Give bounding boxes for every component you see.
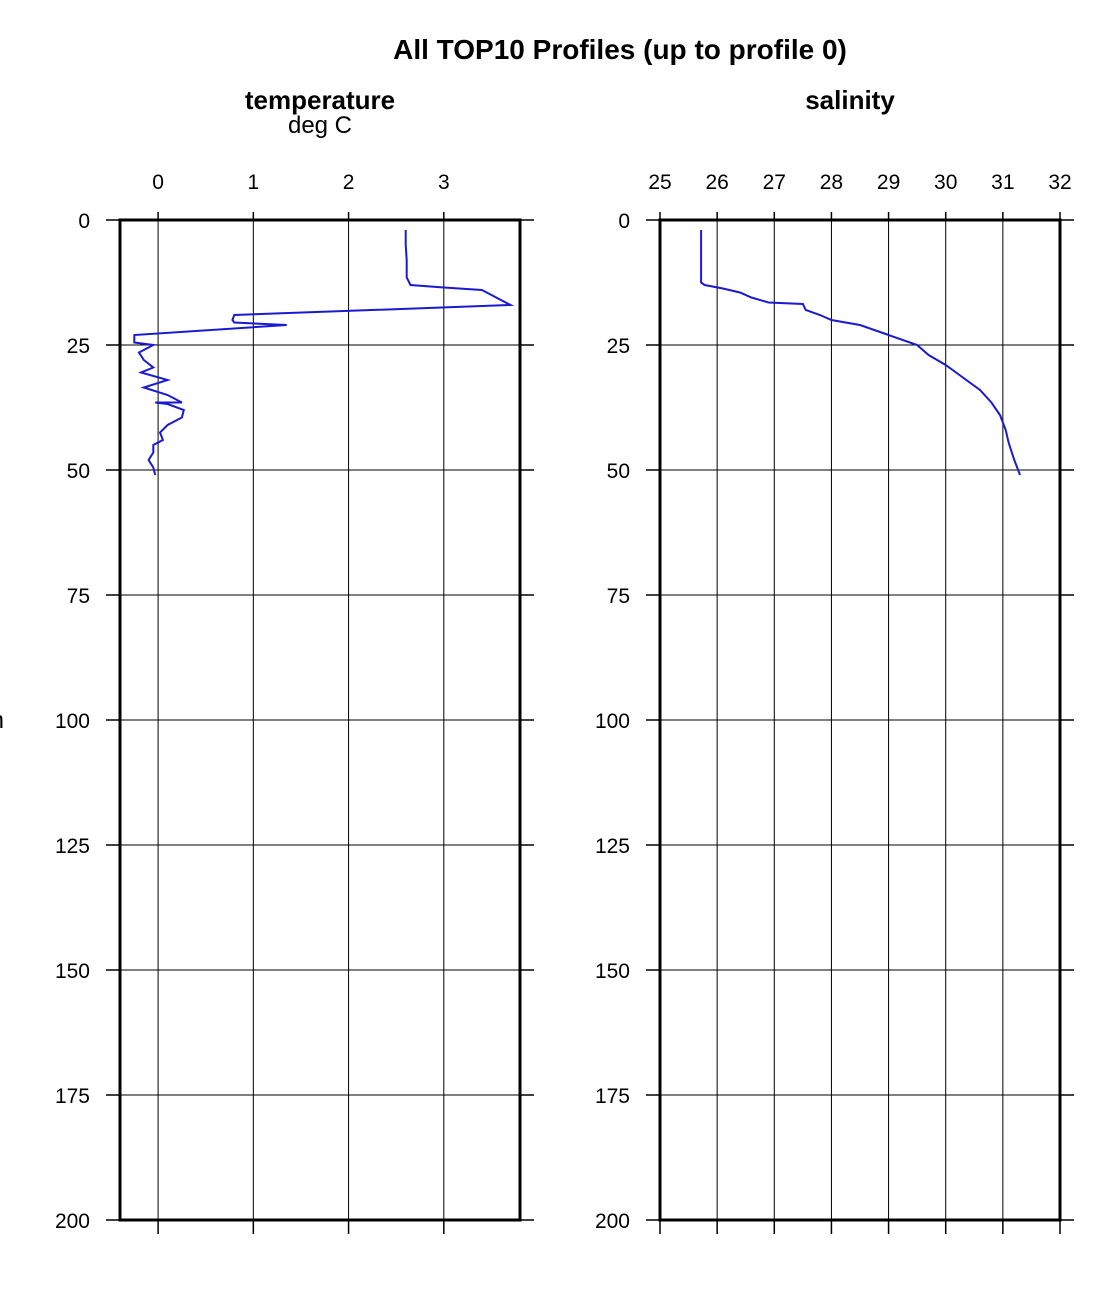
y-tick-label: 75 (607, 585, 630, 608)
x-tick-label: 28 (820, 171, 843, 194)
y-tick-label: 50 (67, 460, 90, 483)
y-tick-label: 200 (55, 1210, 90, 1233)
x-tick-label: 31 (991, 171, 1014, 194)
salinity-y-tick-labels: 0 25 50 75 100 125 150 175 200 (595, 210, 630, 1233)
temperature-y-tick-labels: 0 25 50 75 100 125 150 175 200 (55, 210, 90, 1233)
y-tick-label: 150 (55, 960, 90, 983)
temperature-plot-frame (118, 218, 522, 1222)
y-tick-label: 175 (595, 1085, 630, 1108)
x-tick-label: 3 (438, 171, 450, 194)
salinity-plot-frame (658, 218, 1062, 1222)
figure-title: All TOP10 Profiles (up to profile 0) (393, 34, 847, 65)
y-tick-label: 25 (67, 335, 90, 358)
temperature-unit-label: deg C (288, 112, 352, 139)
temperature-panel-title: temperature (245, 85, 395, 115)
temperature-x-tick-labels: 0 1 2 3 (152, 171, 449, 194)
y-tick-label: 50 (607, 460, 630, 483)
y-tick-label: 125 (55, 835, 90, 858)
y-tick-label: 125 (595, 835, 630, 858)
salinity-gridlines (659, 219, 1061, 1221)
x-tick-label: 0 (152, 171, 164, 194)
temperature-gridlines (120, 219, 520, 1221)
x-tick-label: 2 (343, 171, 355, 194)
y-tick-label: 200 (595, 1210, 630, 1233)
y-tick-label: 0 (78, 210, 90, 233)
x-tick-label: 30 (934, 171, 957, 194)
salinity-ticks (646, 212, 1074, 1234)
y-tick-label: 100 (55, 710, 90, 733)
temperature-profile-line (133, 230, 515, 476)
x-tick-label: 1 (247, 171, 259, 194)
y-tick-label: 150 (595, 960, 630, 983)
x-tick-label: 25 (648, 171, 671, 194)
salinity-panel: salinity 25 26 27 28 29 30 31 32 0 25 50 75 100 125 1… (595, 85, 1074, 1234)
y-tick-label: 175 (55, 1085, 90, 1108)
depth-unit-label: m (0, 707, 4, 734)
x-tick-label: 29 (877, 171, 900, 194)
y-tick-label: 75 (67, 585, 90, 608)
y-tick-label: 25 (607, 335, 630, 358)
x-tick-label: 32 (1048, 171, 1071, 194)
temperature-panel: temperature deg C 0 1 2 3 0 25 50 75 100 125 150 1… (55, 85, 534, 1234)
salinity-x-tick-labels: 25 26 27 28 29 30 31 32 (648, 171, 1071, 194)
x-tick-label: 26 (705, 171, 728, 194)
y-tick-label: 100 (595, 710, 630, 733)
salinity-panel-title: salinity (805, 85, 895, 115)
salinity-profile-line (700, 230, 1021, 476)
x-tick-label: 27 (763, 171, 786, 194)
y-tick-label: 0 (618, 210, 630, 233)
temperature-ticks (106, 212, 534, 1234)
